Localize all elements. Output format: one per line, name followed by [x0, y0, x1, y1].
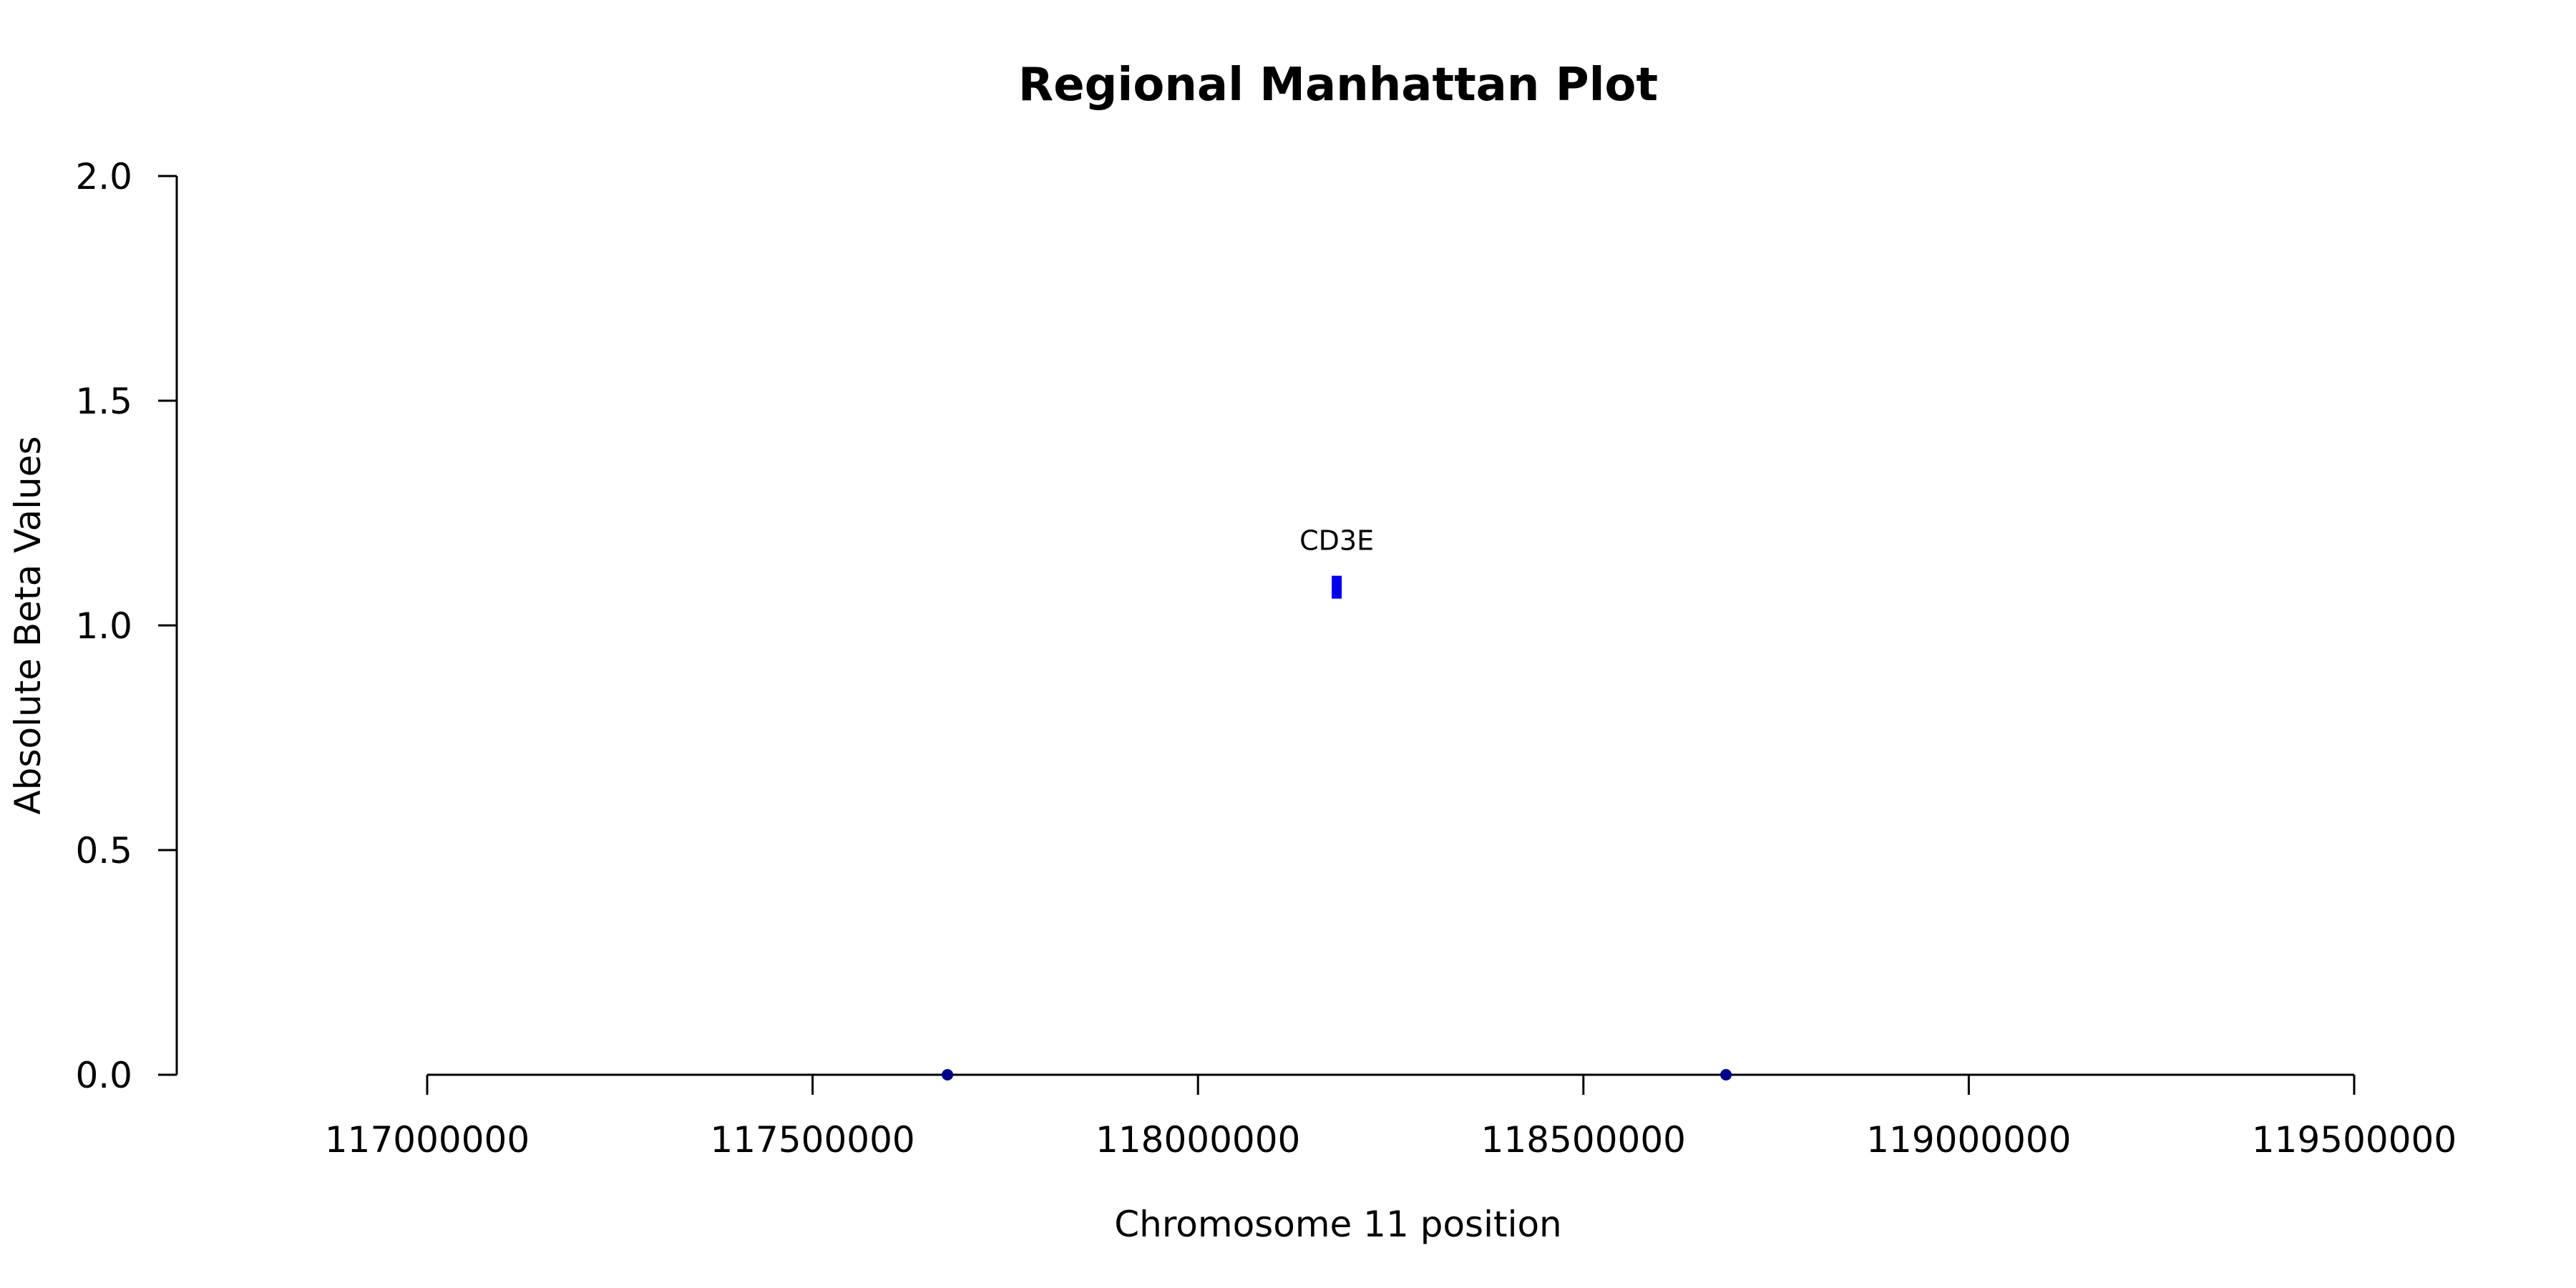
y-tick-label: 2.0: [75, 156, 132, 197]
x-axis-label: Chromosome 11 position: [1114, 1204, 1562, 1245]
x-axis-ticks: 117000000 117500000 118000000 118500000 1190…: [325, 1075, 2457, 1161]
x-tick-label: 119500000: [2252, 1119, 2457, 1161]
x-tick-label: 117500000: [710, 1119, 914, 1161]
data-points: [942, 575, 1732, 1080]
y-tick-label: 1.0: [75, 605, 132, 647]
y-axis-ticks: 0.0 0.5 1.0 1.5 2.0: [75, 156, 177, 1096]
x-tick-label: 118000000: [1096, 1119, 1300, 1161]
x-tick-label: 119000000: [1866, 1119, 2071, 1161]
chart-title: Regional Manhattan Plot: [1018, 59, 1658, 112]
y-tick-label: 0.5: [75, 830, 132, 872]
y-tick-label: 1.5: [75, 381, 132, 422]
y-tick-label: 0.0: [75, 1055, 132, 1096]
data-point: [1720, 1069, 1732, 1080]
x-tick-label: 117000000: [325, 1119, 530, 1161]
point-label: CD3E: [1299, 525, 1374, 557]
x-tick-label: 118500000: [1481, 1119, 1686, 1161]
data-point: [942, 1069, 954, 1080]
y-axis-label: Absolute Beta Values: [7, 436, 49, 815]
data-point-bar: [1332, 575, 1342, 599]
point-annotations: CD3E: [1299, 525, 1374, 557]
